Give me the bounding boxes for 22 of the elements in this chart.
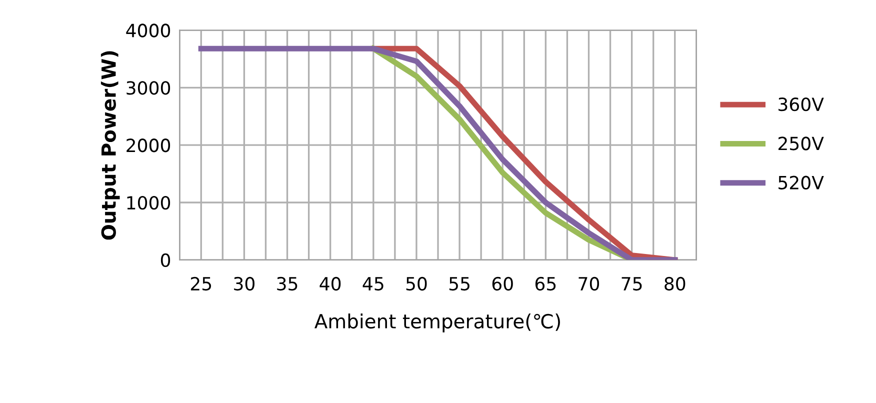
x-tick-label: 35 xyxy=(277,276,298,291)
x-tick-label: 30 xyxy=(234,276,254,291)
x-tick-label: 80 xyxy=(664,276,686,291)
x-axis-title: Ambient temperature(℃) xyxy=(314,314,560,332)
y-tick-label: 3000 xyxy=(126,81,170,95)
x-tick-label: 75 xyxy=(622,277,642,291)
x-tick-label: 55 xyxy=(449,277,470,291)
x-tick-label: 40 xyxy=(320,276,341,291)
y-tick-label: 0 xyxy=(160,253,170,268)
legend-label: 520V xyxy=(778,176,824,190)
y-axis-title: Output Power(W) xyxy=(100,51,120,240)
x-tick-label: 60 xyxy=(492,276,513,291)
legend-label: 250V xyxy=(778,136,824,150)
x-tick-label: 50 xyxy=(406,276,427,291)
x-tick-label: 45 xyxy=(362,277,384,291)
y-tick-label: 2000 xyxy=(126,138,170,152)
y-tick-label: 1000 xyxy=(127,196,170,210)
x-tick-label: 25 xyxy=(190,276,212,291)
x-tick-label: 65 xyxy=(535,276,556,291)
x-tick-label: 70 xyxy=(578,276,600,291)
y-tick-label: 4000 xyxy=(126,24,170,38)
legend-label: 360V xyxy=(778,98,824,112)
